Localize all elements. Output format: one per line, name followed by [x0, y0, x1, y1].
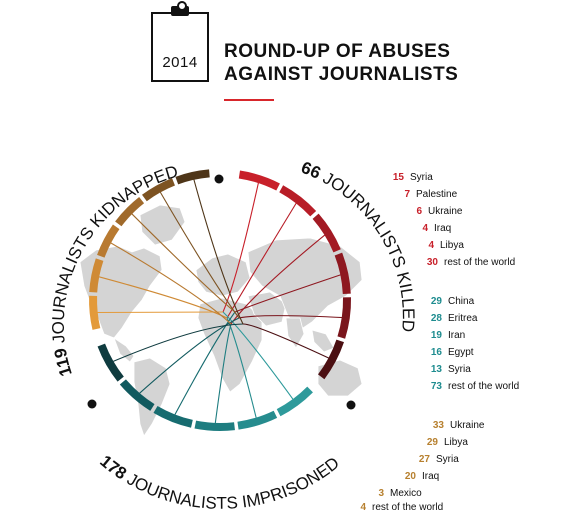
kidnapped-curve-6 [192, 175, 244, 325]
kidnapped-curve-1 [93, 311, 224, 314]
imprisoned-segment-2 [237, 410, 278, 430]
imprisoned-arc-label: 178 JOURNALISTS IMPRISONED [96, 451, 343, 512]
kidnapped-curve-5 [157, 188, 240, 319]
kidnapped-curve-3 [107, 240, 232, 325]
killed-curve-5 [238, 315, 346, 319]
clipboard-icon: 2014 [151, 1, 209, 82]
separator-dot-left [87, 399, 97, 409]
imprisoned-curve-3 [214, 323, 232, 427]
connection-curves [93, 175, 346, 427]
kidnapped-count: 119 [51, 347, 76, 379]
kidnapped-curve-4 [128, 210, 236, 313]
killed-curve-3 [230, 232, 329, 325]
page-title-line-1: ROUND-UP OF ABUSES [224, 41, 451, 62]
header: 2014 ROUND-UP OF ABUSES AGAINST JOURNALI… [0, 0, 580, 110]
imprisoned-segment-5 [119, 379, 155, 411]
killed-segment-4 [334, 252, 351, 295]
imprisoned-curve-4 [172, 311, 236, 419]
category-ring [89, 169, 352, 432]
separator-dot-right [346, 400, 356, 410]
map-greenland [139, 204, 186, 246]
imprisoned-label: JOURNALISTS IMPRISONED [120, 453, 343, 513]
imprisoned-curve-1 [222, 311, 296, 403]
kidnapped-segment-1 [89, 295, 101, 330]
kidnapped-segment-6 [175, 169, 210, 185]
killed-curve-6 [242, 323, 333, 361]
map-africa [197, 297, 263, 393]
killed-segment-1 [238, 170, 280, 191]
world-map [79, 204, 363, 437]
imprisoned-curve-6 [109, 323, 244, 364]
killed-segment-5 [337, 297, 352, 339]
killed-segment-3 [312, 213, 341, 253]
imprisoned-segment-1 [276, 386, 313, 417]
killed-segment-2 [279, 185, 317, 217]
kidnapped-segment-2 [89, 258, 104, 293]
imprisoned-segment-6 [97, 343, 124, 382]
kidnapped-segment-4 [115, 196, 145, 227]
map-middle-east [247, 291, 287, 327]
imprisoned-segment-4 [153, 405, 193, 428]
map-india [285, 317, 305, 349]
kidnapped-segment-3 [97, 224, 120, 258]
killed-segment-6 [317, 339, 344, 380]
imprisoned-curve-5 [136, 317, 240, 397]
title-underline [224, 99, 274, 101]
separator-dot-top [214, 174, 224, 184]
page-title-line-2: AGAINST JOURNALISTS [224, 64, 459, 85]
map-southeast-asia [311, 329, 335, 353]
kidnapped-segment-5 [142, 178, 176, 202]
killed-curve-4 [234, 273, 345, 313]
map-central-america [113, 336, 135, 363]
imprisoned-segment-3 [194, 420, 235, 432]
year-label: 2014 [162, 54, 198, 71]
killed-curve-1 [222, 179, 260, 313]
map-asia [247, 237, 363, 331]
clipboard-clip [171, 1, 189, 16]
